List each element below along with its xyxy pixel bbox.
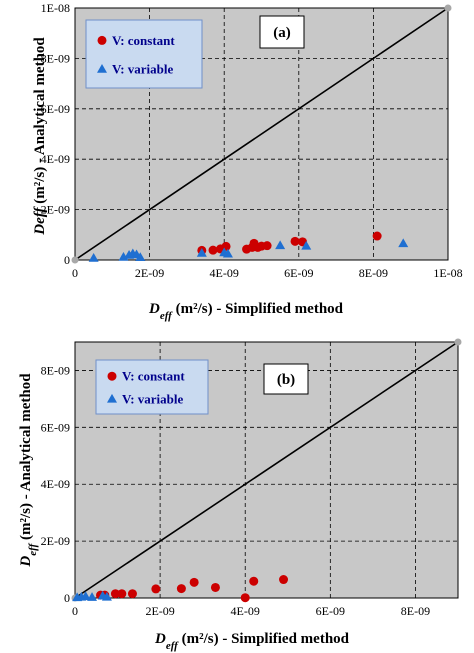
x-axis-label-suffix: (m²/s) - Simplified method [172,301,344,317]
point-variable [87,592,98,601]
point-variable [101,591,112,601]
legend: V: constant V: variable [95,359,209,415]
y-tick-label: 0 [64,253,70,267]
reference-line-endpoint [444,4,452,12]
point-variable [80,591,91,601]
point-constant [208,245,218,255]
point-constant [110,589,120,599]
x-axis-label-sub: eff [166,640,179,652]
point-constant [189,577,199,587]
point-constant [372,231,382,241]
y-tick-label: 0 [64,591,70,605]
x-tick-label: 0 [72,604,78,618]
y-axis-label-sub: eff [27,542,39,555]
y-tick-label: 8E-09 [41,51,70,65]
point-variable [88,252,99,262]
x-tick-label: 8E-09 [359,266,388,280]
point-constant [249,576,259,586]
y-tick-label: 8E-09 [41,363,70,377]
x-tick-label: 1E-08 [433,266,462,280]
point-constant [210,582,220,592]
point-variable [222,248,233,258]
y-axis-label-prefix: D [18,556,34,568]
point-constant [176,584,186,594]
reference-line-endpoint [71,256,79,264]
panel-label: (b) [277,372,295,388]
legend-label-constant: V: constant [122,369,185,384]
y-tick-label: 4E-09 [41,477,70,491]
y-axis-label: Deff (m²/s) - Analytical method [18,373,39,568]
y-tick-label: 2E-09 [41,203,70,217]
legend-label-constant: V: constant [112,33,175,48]
tick-labels: 0 2E-09 4E-09 6E-09 8E-09 1E-08 0 2E-09 4E-09 6E-… [41,1,463,280]
y-tick-label: 2E-09 [41,534,70,548]
point-variable [135,252,146,261]
y-tick-label: 4E-09 [41,152,70,166]
chart-panel-b: 0 2E-09 4E-09 6E-09 8E-09 0 2E-09 4E-09 6E-09 8E-… [18,338,462,652]
panel-label-box: (b) [263,363,309,395]
panel-label-frame [263,363,309,395]
y-axis-label-suffix: (m²/s) - Analytical method [18,373,34,544]
legend-marker-variable [97,63,107,73]
panel-label-frame [259,15,305,49]
point-constant [262,241,272,251]
legend-label-variable: V: variable [122,391,183,406]
reference-line [74,7,449,261]
legend: V: constant V: variable [85,19,203,89]
legend-label-variable: V: variable [112,61,173,76]
point-constant [127,589,137,599]
x-axis-label: Deff (m²/s) - Simplified method [154,631,350,652]
x-axis-label-prefix: D [154,631,166,647]
legend-box [95,359,209,415]
legend-marker-variable [107,393,117,403]
point-constant [240,593,250,603]
data-points [71,4,452,264]
y-axis-label: Deff (m²/s) - Analytical method [32,37,48,236]
x-tick-label: 8E-09 [401,604,430,618]
point-variable [275,240,286,250]
x-tick-label: 6E-09 [284,266,313,280]
y-tick-label: 6E-09 [41,420,70,434]
x-tick-label: 4E-09 [231,604,260,618]
x-tick-label: 4E-09 [210,266,239,280]
point-constant [117,589,127,599]
y-axis-label-suffix: (m²/s) - Analytical method [32,37,48,208]
x-tick-label: 2E-09 [135,266,164,280]
point-variable [398,238,409,248]
point-constant [290,236,300,246]
reference-line-endpoint [454,338,462,346]
point-variable [301,240,312,250]
legend-box [85,19,203,89]
reference-line [74,341,459,599]
y-tick-label: 6E-09 [41,102,70,116]
x-tick-label: 6E-09 [316,604,345,618]
panel-label: (a) [273,25,291,41]
point-constant [151,584,161,594]
legend-marker-constant [97,35,107,45]
x-axis-label-suffix: (m²/s) - Simplified method [178,631,350,647]
point-variable [196,247,207,257]
y-tick-label: 1E-08 [41,1,70,15]
point-constant [221,241,231,251]
x-axis-label-prefix: D [148,301,160,317]
chart-panel-a: 0 2E-09 4E-09 6E-09 8E-09 1E-08 0 2E-09 4E-09 6E-… [32,1,463,322]
point-constant [279,575,289,585]
y-axis-label-prefix: Deff [32,206,48,236]
x-axis-label-sub: eff [160,310,173,322]
data-points [71,338,462,603]
x-tick-label: 2E-09 [145,604,174,618]
panel-label-box: (a) [259,15,305,49]
tick-labels: 0 2E-09 4E-09 6E-09 8E-09 0 2E-09 4E-09 6E-09 8E-… [41,363,430,618]
x-tick-label: 0 [72,266,78,280]
x-axis-label: Deff (m²/s) - Simplified method [148,301,344,322]
legend-marker-constant [107,371,117,381]
